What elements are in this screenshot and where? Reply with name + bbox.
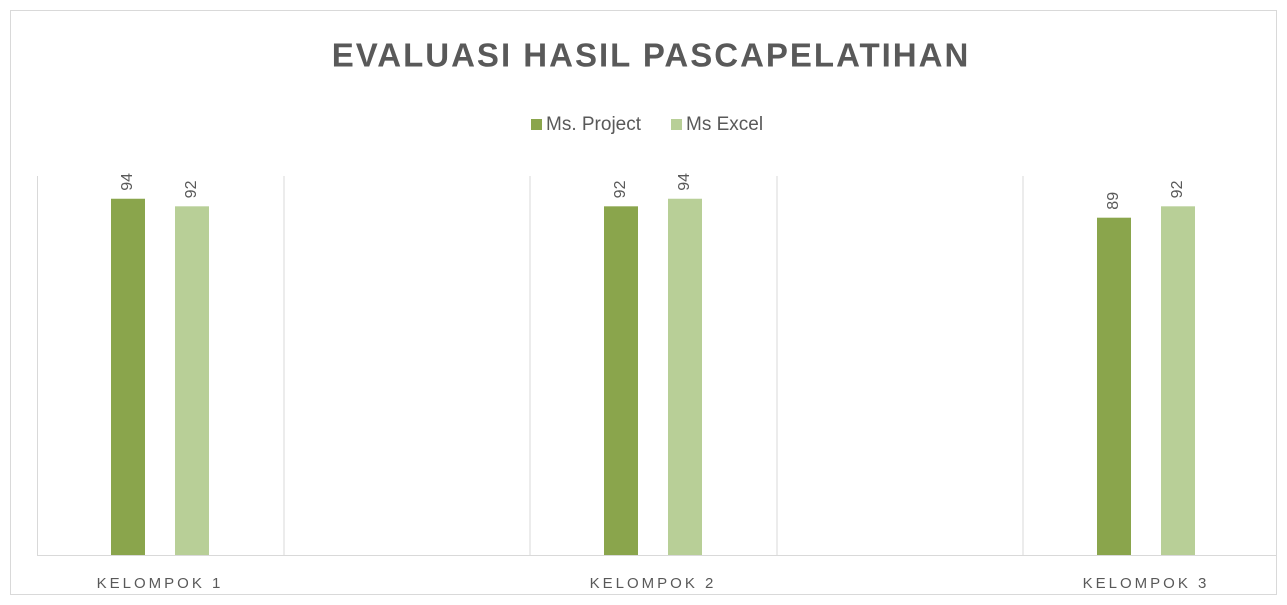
data-label: 94	[119, 173, 136, 191]
legend-swatch	[671, 119, 682, 130]
bar	[1097, 217, 1131, 555]
x-tick-label: KELOMPOK 1	[97, 575, 224, 592]
x-tick-label: KELOMPOK 2	[590, 575, 717, 592]
bar	[1161, 206, 1195, 555]
data-label: 92	[183, 180, 200, 198]
bar	[668, 198, 702, 556]
data-label: 92	[1169, 180, 1186, 198]
category-separators	[37, 176, 1024, 555]
data-label: 92	[612, 180, 629, 198]
bar	[604, 206, 638, 555]
x-tick-label: KELOMPOK 3	[1083, 575, 1210, 592]
data-label: 94	[676, 173, 693, 191]
chart-border	[10, 10, 1277, 595]
legend-label: Ms Excel	[686, 114, 763, 135]
legend-swatch	[531, 119, 542, 130]
data-label: 89	[1105, 192, 1122, 210]
bar	[175, 206, 209, 555]
chart-title: EVALUASI HASIL PASCAPELATIHAN	[332, 37, 971, 74]
legend-label: Ms. Project	[546, 114, 642, 135]
bar	[111, 198, 145, 556]
